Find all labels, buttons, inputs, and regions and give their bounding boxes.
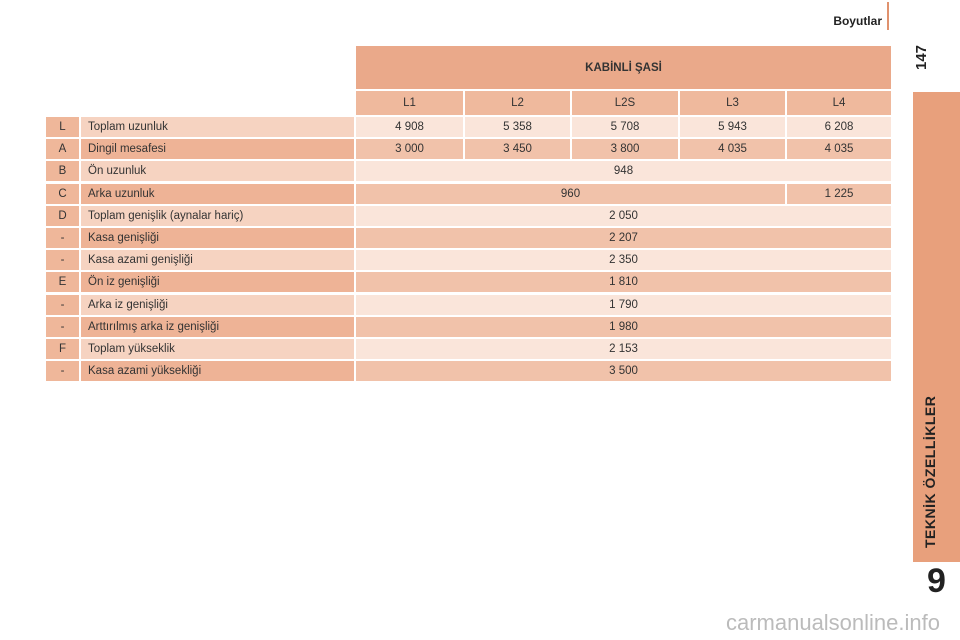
column-header: L2S (572, 91, 678, 115)
chapter-number: 9 (927, 562, 946, 600)
cell: 5 358 (465, 117, 570, 137)
cell: 4 908 (356, 117, 463, 137)
row-code: E (46, 272, 79, 293)
cell: 2 207 (356, 228, 891, 248)
cell: 1 980 (356, 316, 891, 337)
cell: 2 050 (356, 205, 891, 226)
row-code: D (46, 205, 79, 226)
row-code: C (46, 183, 79, 204)
column-header: L2 (465, 91, 570, 115)
row-label: Toplam genişlik (aynalar hariç) (81, 205, 354, 226)
cell: 2 153 (356, 339, 891, 359)
row-code: F (46, 339, 79, 359)
row-label: Arka iz genişliği (81, 294, 354, 315)
header-rule (887, 2, 889, 30)
column-header: L3 (680, 91, 785, 115)
cell: 3 000 (356, 139, 463, 160)
cell: 3 800 (572, 139, 678, 160)
cell: 4 035 (787, 139, 891, 160)
cell: 948 (356, 161, 891, 182)
column-header: L4 (787, 91, 891, 115)
cell: 1 810 (356, 272, 891, 293)
cell: 6 208 (787, 117, 891, 137)
row-label: Toplam yükseklik (81, 339, 354, 359)
row-code: L (46, 117, 79, 137)
row-label: Kasa azami yüksekliği (81, 361, 354, 382)
row-code: - (46, 250, 79, 271)
cell: 960 (356, 183, 785, 204)
row-label: Toplam uzunluk (81, 117, 354, 137)
cell: 1 225 (787, 183, 891, 204)
row-code: - (46, 294, 79, 315)
cell: 5 708 (572, 117, 678, 137)
column-header: L1 (356, 91, 463, 115)
row-code: - (46, 361, 79, 382)
row-label: Kasa genişliği (81, 228, 354, 248)
chapter-band (913, 92, 960, 562)
row-label: Ön uzunluk (81, 161, 354, 182)
table-title: KABİNLİ ŞASİ (356, 46, 891, 89)
page-number: 147 (913, 44, 930, 70)
watermark: carmanualsonline.info (725, 610, 940, 635)
cell: 3 500 (356, 361, 891, 382)
row-label: Kasa azami genişliği (81, 250, 354, 271)
row-label: Dingil mesafesi (81, 139, 354, 160)
row-code: - (46, 228, 79, 248)
chapter-title: TEKNİK ÖZELLİKLER (922, 395, 938, 548)
cell: 1 790 (356, 294, 891, 315)
row-label: Arttırılmış arka iz genişliği (81, 316, 354, 337)
cell: 4 035 (680, 139, 785, 160)
section-title: Boyutlar (833, 14, 882, 28)
cell: 3 450 (465, 139, 570, 160)
row-code: B (46, 161, 79, 182)
cell: 2 350 (356, 250, 891, 271)
row-code: - (46, 316, 79, 337)
row-label: Ön iz genişliği (81, 272, 354, 293)
row-label: Arka uzunluk (81, 183, 354, 204)
row-code: A (46, 139, 79, 160)
cell: 5 943 (680, 117, 785, 137)
